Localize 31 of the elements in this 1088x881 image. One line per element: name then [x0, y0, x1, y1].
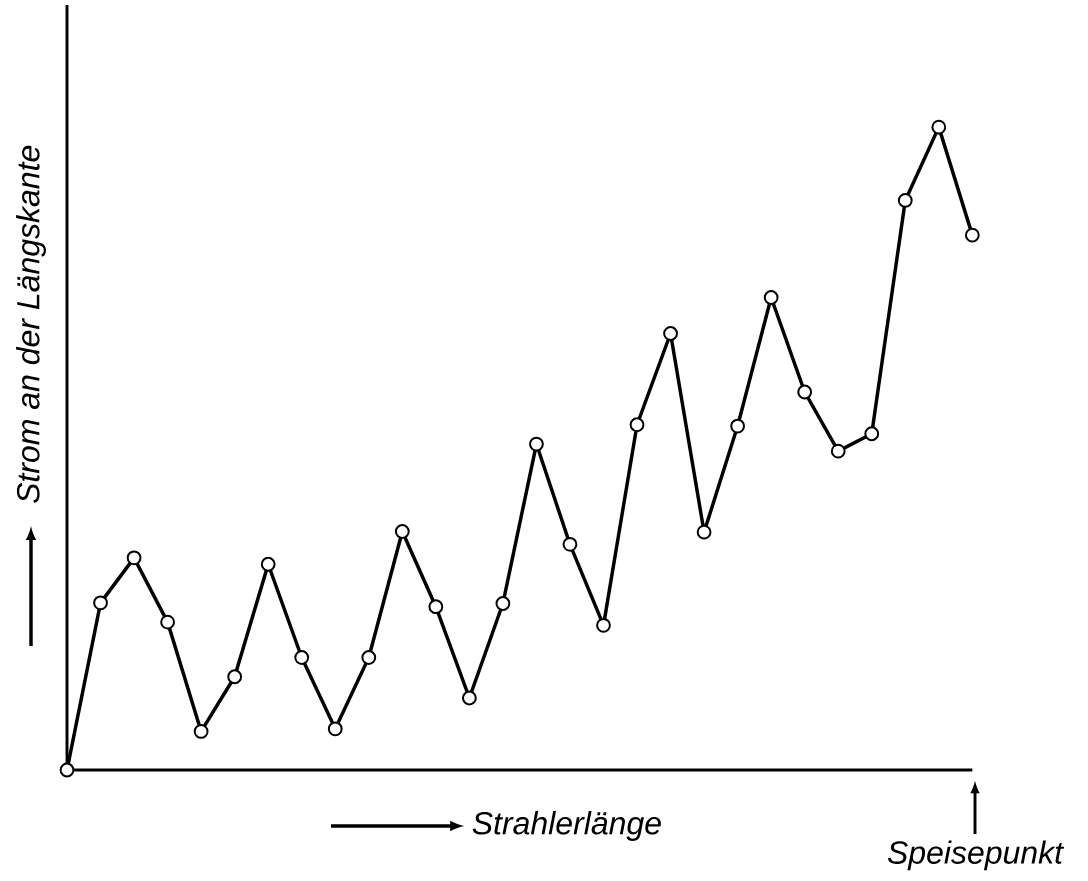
- point: [730, 418, 746, 434]
- point: [629, 417, 645, 433]
- point: [964, 227, 980, 243]
- point: [294, 650, 310, 665]
- point: [59, 762, 75, 778]
- point: [461, 690, 477, 706]
- point: [160, 614, 175, 630]
- point: [596, 617, 611, 633]
- point: [763, 290, 779, 305]
- point: [394, 524, 410, 539]
- point: [797, 384, 813, 400]
- point: [93, 595, 108, 611]
- point: [696, 524, 712, 540]
- point: [193, 724, 209, 739]
- y-axis-title: Strom an der Längskante: [16, 145, 46, 504]
- point: [529, 436, 544, 452]
- point: [864, 426, 880, 442]
- point: [830, 443, 846, 459]
- point: [227, 669, 243, 685]
- point: [495, 596, 511, 611]
- point: [126, 550, 142, 566]
- x-axis-title: Strahlerlänge: [472, 811, 661, 841]
- point: [897, 193, 913, 208]
- point: [327, 721, 343, 737]
- point: [663, 326, 678, 341]
- point: [260, 556, 276, 572]
- text: Speisepunkt: [887, 840, 1065, 871]
- point: [562, 536, 578, 552]
- point: [931, 119, 947, 135]
- point: [428, 599, 444, 615]
- point: [361, 650, 377, 665]
